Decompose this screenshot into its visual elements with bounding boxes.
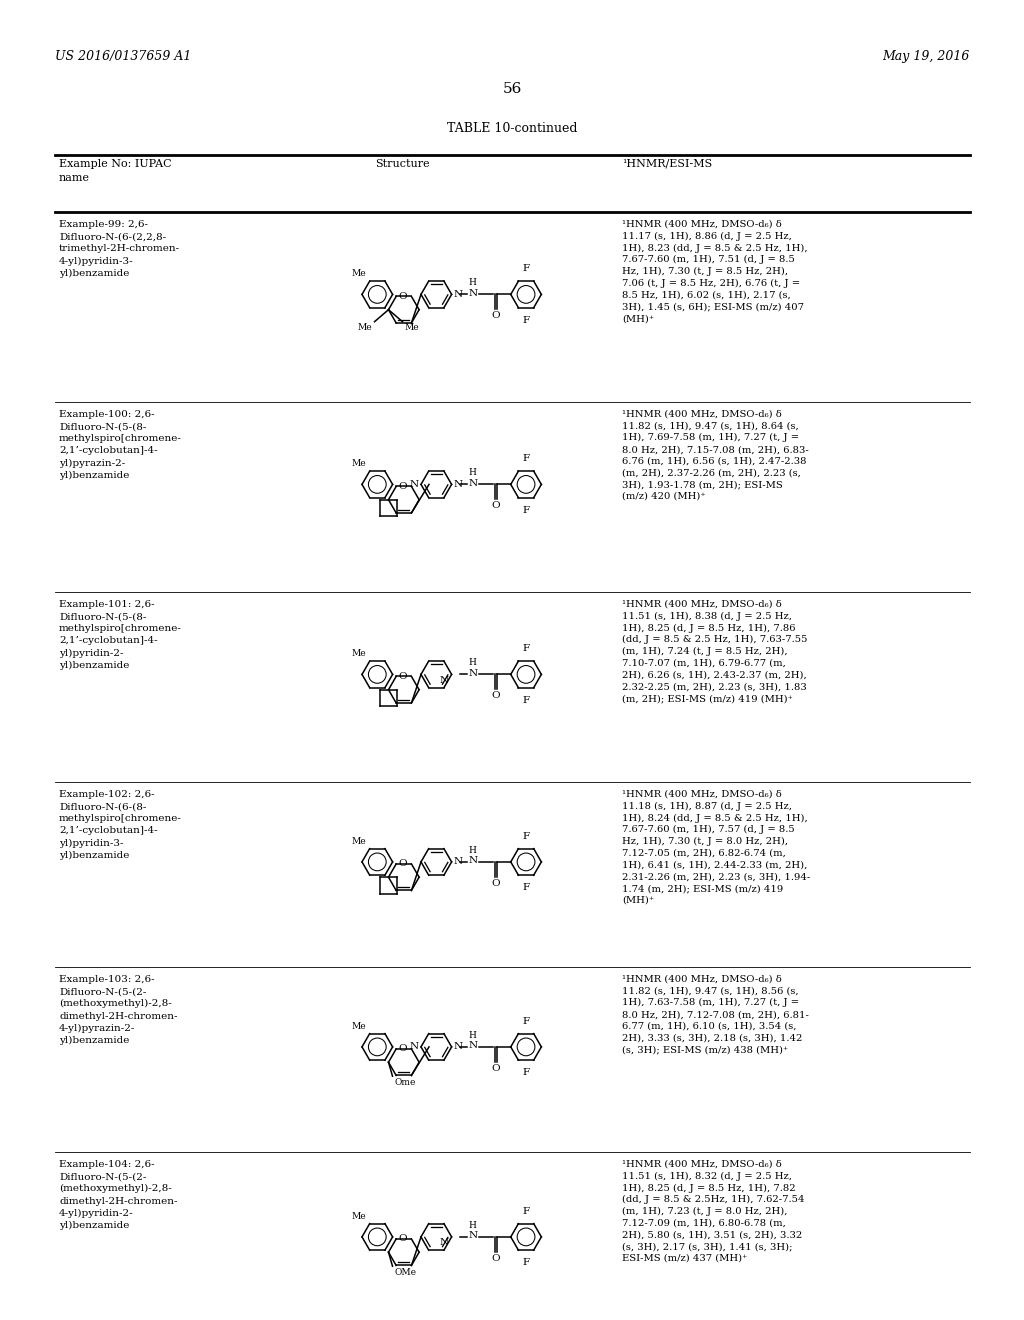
Text: Me: Me: [351, 1212, 366, 1221]
Text: N: N: [454, 858, 463, 866]
Text: O: O: [398, 672, 407, 681]
Text: H: H: [469, 1031, 477, 1040]
Text: N: N: [454, 1043, 463, 1052]
Text: Me: Me: [351, 837, 366, 846]
Text: N: N: [454, 290, 463, 298]
Text: F: F: [522, 264, 529, 273]
Text: Structure: Structure: [375, 158, 430, 169]
Text: N: N: [410, 1043, 419, 1052]
Text: Ome: Ome: [394, 1078, 416, 1088]
Text: TABLE 10-continued: TABLE 10-continued: [446, 121, 578, 135]
Text: H: H: [469, 846, 477, 855]
Text: F: F: [522, 315, 529, 325]
Text: ¹HNMR (400 MHz, DMSO-d₆) δ
11.18 (s, 1H), 8.87 (d, J = 2.5 Hz,
1H), 8.24 (dd, J : ¹HNMR (400 MHz, DMSO-d₆) δ 11.18 (s, 1H)…: [622, 789, 810, 904]
Text: N: N: [410, 480, 419, 488]
Text: Example-101: 2,6-
Difluoro-N-(5-(8-
methylspiro[chromene-
2,1’-cyclobutan]-4-
yl: Example-101: 2,6- Difluoro-N-(5-(8- meth…: [59, 601, 182, 671]
Text: F: F: [522, 1068, 529, 1077]
Text: F: F: [522, 1258, 529, 1267]
Text: O: O: [398, 859, 407, 869]
Text: ¹HNMR (400 MHz, DMSO-d₆) δ
11.82 (s, 1H), 9.47 (s, 1H), 8.64 (s,
1H), 7.69-7.58 : ¹HNMR (400 MHz, DMSO-d₆) δ 11.82 (s, 1H)…: [622, 411, 809, 500]
Text: Me: Me: [351, 269, 366, 279]
Text: Example-103: 2,6-
Difluoro-N-(5-(2-
(methoxymethyl)-2,8-
dimethyl-2H-chromen-
4-: Example-103: 2,6- Difluoro-N-(5-(2- (met…: [59, 975, 177, 1045]
Text: N: N: [468, 289, 477, 298]
Text: O: O: [492, 1064, 500, 1073]
Text: F: F: [522, 644, 529, 653]
Text: Example-100: 2,6-
Difluoro-N-(5-(8-
methylspiro[chromene-
2,1’-cyclobutan]-4-
yl: Example-100: 2,6- Difluoro-N-(5-(8- meth…: [59, 411, 182, 480]
Text: O: O: [398, 1044, 407, 1053]
Text: N: N: [468, 857, 477, 866]
Text: Example-102: 2,6-
Difluoro-N-(6-(8-
methylspiro[chromene-
2,1’-cyclobutan]-4-
yl: Example-102: 2,6- Difluoro-N-(6-(8- meth…: [59, 789, 182, 861]
Text: H: H: [469, 469, 477, 478]
Text: ¹HNMR (400 MHz, DMSO-d₆) δ
11.17 (s, 1H), 8.86 (d, J = 2.5 Hz,
1H), 8.23 (dd, J : ¹HNMR (400 MHz, DMSO-d₆) δ 11.17 (s, 1H)…: [622, 220, 808, 323]
Text: Me: Me: [351, 459, 366, 469]
Text: H: H: [469, 1221, 477, 1230]
Text: F: F: [522, 1016, 529, 1026]
Text: O: O: [492, 1254, 500, 1263]
Text: N: N: [468, 479, 477, 488]
Text: O: O: [492, 502, 500, 511]
Text: ¹HNMR (400 MHz, DMSO-d₆) δ
11.82 (s, 1H), 9.47 (s, 1H), 8.56 (s,
1H), 7.63-7.58 : ¹HNMR (400 MHz, DMSO-d₆) δ 11.82 (s, 1H)…: [622, 975, 809, 1055]
Text: May 19, 2016: May 19, 2016: [883, 50, 970, 63]
Text: OMe: OMe: [394, 1269, 417, 1278]
Text: name: name: [59, 173, 90, 183]
Text: ¹HNMR/ESI-MS: ¹HNMR/ESI-MS: [622, 158, 713, 169]
Text: F: F: [522, 696, 529, 705]
Text: F: F: [522, 832, 529, 841]
Text: N: N: [468, 669, 477, 678]
Text: Me: Me: [351, 649, 366, 659]
Text: N: N: [468, 1232, 477, 1241]
Text: F: F: [522, 454, 529, 463]
Text: Me: Me: [404, 322, 419, 331]
Text: O: O: [398, 1234, 407, 1243]
Text: Me: Me: [351, 1022, 366, 1031]
Text: N: N: [439, 1238, 449, 1247]
Text: N: N: [468, 1041, 477, 1051]
Text: Example No: IUPAC: Example No: IUPAC: [59, 158, 172, 169]
Text: F: F: [522, 883, 529, 892]
Text: F: F: [522, 1206, 529, 1216]
Text: O: O: [492, 879, 500, 888]
Text: O: O: [492, 312, 500, 321]
Text: Me: Me: [357, 322, 373, 331]
Text: N: N: [454, 480, 463, 488]
Text: F: F: [522, 506, 529, 515]
Text: O: O: [398, 292, 407, 301]
Text: Example-99: 2,6-
Difluoro-N-(6-(2,2,8-
trimethyl-2H-chromen-
4-yl)pyridin-3-
yl): Example-99: 2,6- Difluoro-N-(6-(2,2,8- t…: [59, 220, 180, 279]
Text: O: O: [492, 692, 500, 701]
Text: ¹HNMR (400 MHz, DMSO-d₆) δ
11.51 (s, 1H), 8.38 (d, J = 2.5 Hz,
1H), 8.25 (d, J =: ¹HNMR (400 MHz, DMSO-d₆) δ 11.51 (s, 1H)…: [622, 601, 808, 704]
Text: Example-104: 2,6-
Difluoro-N-(5-(2-
(methoxymethyl)-2,8-
dimethyl-2H-chromen-
4-: Example-104: 2,6- Difluoro-N-(5-(2- (met…: [59, 1160, 177, 1230]
Text: O: O: [398, 482, 407, 491]
Text: ¹HNMR (400 MHz, DMSO-d₆) δ
11.51 (s, 1H), 8.32 (d, J = 2.5 Hz,
1H), 8.25 (d, J =: ¹HNMR (400 MHz, DMSO-d₆) δ 11.51 (s, 1H)…: [622, 1160, 805, 1263]
Text: N: N: [439, 676, 449, 685]
Text: H: H: [469, 279, 477, 288]
Text: 56: 56: [503, 82, 521, 96]
Text: H: H: [469, 659, 477, 668]
Text: US 2016/0137659 A1: US 2016/0137659 A1: [55, 50, 191, 63]
